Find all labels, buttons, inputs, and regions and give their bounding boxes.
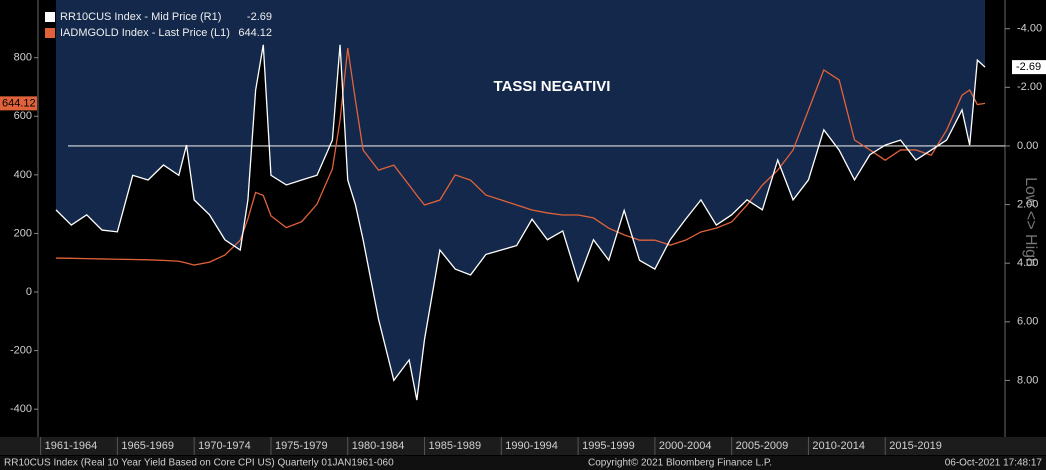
y-tick-label: -400 <box>10 403 32 415</box>
x-tick-label: 1995-1999 <box>582 440 635 452</box>
y2-tick-label: 4.00 <box>1017 257 1038 269</box>
y2-tick-label: 0.00 <box>1017 140 1038 152</box>
y2-tick-label: 2.00 <box>1017 198 1038 210</box>
plot <box>34 0 1010 437</box>
footer-center: Copyright© 2021 Bloomberg Finance L.P. <box>588 458 772 469</box>
legend-swatch <box>45 28 55 38</box>
legend-value: 644.12 <box>238 27 272 39</box>
legend-label: IADMGOLD Index - Last Price (L1) <box>60 27 230 39</box>
legend-label: RR10CUS Index - Mid Price (R1) <box>60 11 221 23</box>
annotation: TASSI NEGATIVI <box>494 78 611 95</box>
x-tick-label: 1985-1989 <box>429 440 482 452</box>
footer-right: 06-Oct-2021 17:48:17 <box>945 458 1043 469</box>
legend-swatch <box>45 12 55 22</box>
footer-left: RR10CUS Index (Real 10 Year Yield Based … <box>4 458 394 469</box>
y-tick-label: 0 <box>26 286 32 298</box>
y2-tick-label: 8.00 <box>1017 374 1038 386</box>
x-tick-label: 1980-1984 <box>352 440 405 452</box>
legend-value: -2.69 <box>247 11 272 23</box>
x-tick-label: 2015-2019 <box>889 440 942 452</box>
y-tick-label: 400 <box>14 169 32 181</box>
last-value-tag <box>1012 60 1046 75</box>
footer-band <box>0 456 1046 470</box>
y2-axis-label: Low <> High <box>1022 177 1039 267</box>
y-tick-label: -200 <box>10 345 32 357</box>
x-tick-label: 1961-1964 <box>45 440 98 452</box>
x-tick-label: 1990-1994 <box>505 440 558 452</box>
x-tick-label: 2010-2014 <box>812 440 865 452</box>
x-tick-label: 1965-1969 <box>121 440 174 452</box>
y-tick-label: 800 <box>14 52 32 64</box>
x-tick-label: 2000-2004 <box>659 440 712 452</box>
x-tick-label: 1970-1974 <box>198 440 251 452</box>
x-tick-label: 1975-1979 <box>275 440 328 452</box>
x-axis-band <box>0 437 1046 455</box>
last-value-tag <box>0 96 37 111</box>
x-tick-label: 2005-2009 <box>736 440 789 452</box>
last-value-label: -2.69 <box>1016 61 1041 73</box>
series-line <box>55 47 986 266</box>
y2-tick-label: 6.00 <box>1017 316 1038 328</box>
last-value-label: 644.12 <box>2 97 36 109</box>
y-tick-label: 200 <box>14 227 32 239</box>
area <box>55 0 986 401</box>
y2-tick-label: -4.00 <box>1017 23 1042 35</box>
series-line <box>55 44 986 401</box>
y2-tick-label: -2.00 <box>1017 81 1042 93</box>
y-tick-label: 600 <box>14 110 32 122</box>
